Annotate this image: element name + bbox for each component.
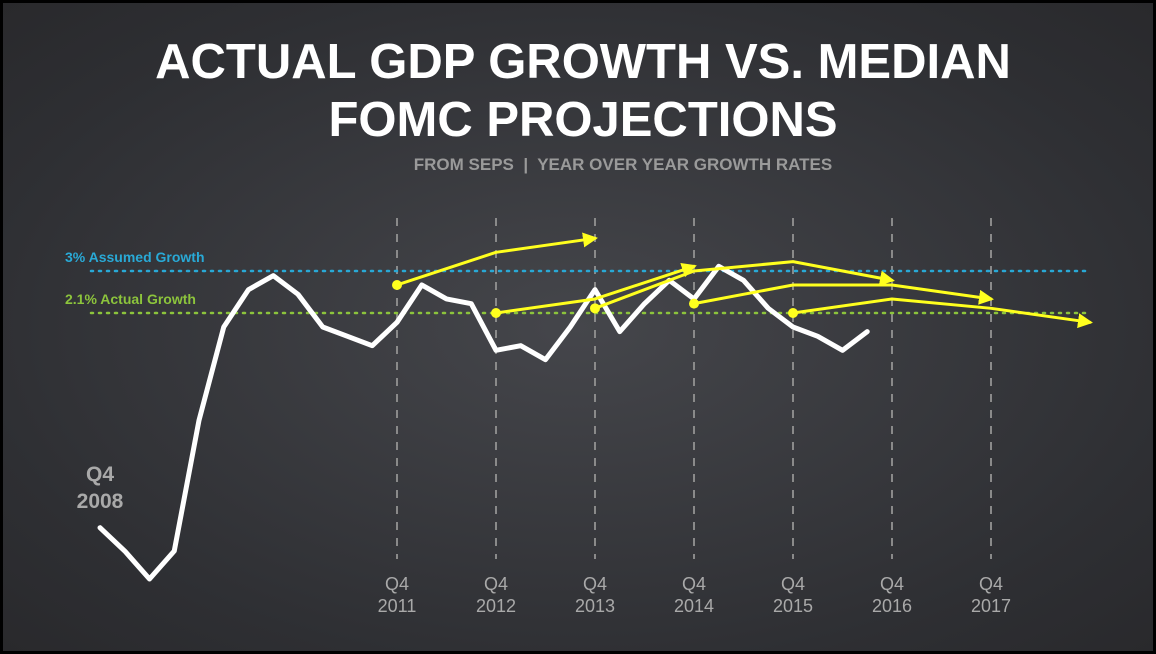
projection-start — [590, 303, 600, 314]
projection-line — [692, 283, 994, 306]
chart-title: ACTUAL GDP GROWTH VS. MEDIAN FOMC PROJEC… — [155, 35, 1011, 147]
reference-label: 2.1% Actual Growth — [65, 290, 196, 307]
actual-line — [97, 263, 870, 582]
x-tick-label: Q4 2017 — [970, 574, 1012, 616]
projection-start — [689, 298, 699, 309]
x-tick-label: Q4 2011 — [377, 574, 417, 616]
projection-line — [494, 262, 697, 315]
x-tick-label: Q4 2014 — [673, 574, 715, 616]
projection-line — [395, 232, 598, 287]
projection-start — [788, 307, 798, 318]
plot-area — [89, 218, 1093, 582]
projection-line — [791, 297, 1093, 329]
reference-label: 3% Assumed Growth — [65, 248, 205, 265]
projection-start — [392, 279, 402, 290]
projection-line — [593, 260, 895, 310]
x-tick-label: Q4 2012 — [475, 574, 517, 616]
annotation: Q4 2008 — [76, 463, 124, 513]
projection-start — [491, 307, 501, 318]
x-tick-label: Q4 2013 — [574, 574, 616, 616]
x-tick-label: Q4 2015 — [772, 574, 814, 616]
chart-subtitle: FROM SEPS | YEAR OVER YEAR GROWTH RATES — [413, 155, 833, 174]
x-tick-label: Q4 2016 — [871, 574, 913, 616]
